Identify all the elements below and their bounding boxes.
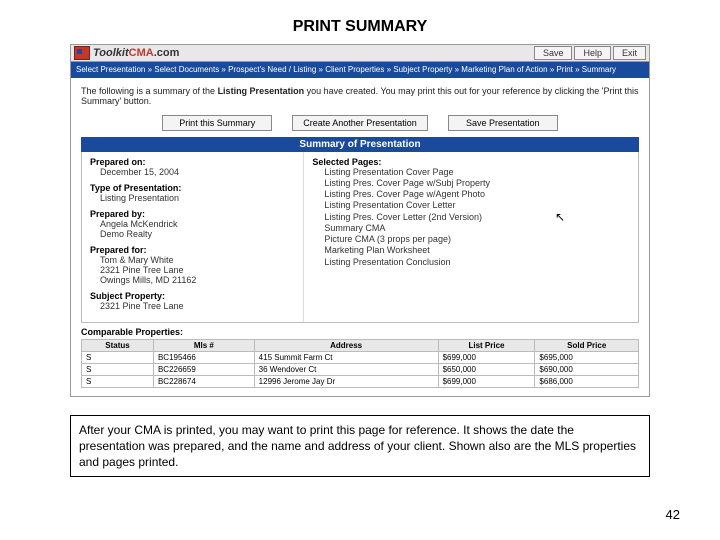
cell-list: $699,000	[438, 375, 535, 387]
table-row: SBC22867412996 Jerome Jay Dr$699,000$686…	[82, 375, 639, 387]
cell-addr: 12996 Jerome Jay Dr	[254, 375, 438, 387]
action-buttons: Print this Summary Create Another Presen…	[71, 112, 649, 137]
cell-sold: $686,000	[535, 375, 639, 387]
intro-text: The following is a summary of the Listin…	[71, 78, 649, 112]
logo-icon	[74, 46, 90, 60]
page-item: Summary CMA	[324, 223, 630, 234]
create-another-button[interactable]: Create Another Presentation	[292, 115, 428, 131]
table-header-row: Status Mls # Address List Price Sold Pri…	[82, 339, 639, 351]
cell-list: $650,000	[438, 363, 535, 375]
comparables-table: Status Mls # Address List Price Sold Pri…	[81, 339, 639, 388]
print-summary-button[interactable]: Print this Summary	[162, 115, 272, 131]
page-item: Listing Pres. Cover Page w/Agent Photo	[324, 189, 630, 200]
header-buttons: Save Help Exit	[534, 46, 646, 60]
page-item: Listing Presentation Cover Letter	[324, 200, 630, 211]
cell-mls: BC195466	[153, 351, 254, 363]
summary-right-col: Selected Pages: Listing Presentation Cov…	[304, 152, 638, 322]
save-button[interactable]: Save	[534, 46, 573, 60]
page-item: Picture CMA (3 props per page)	[324, 234, 630, 245]
selected-pages-list: Listing Presentation Cover Page Listing …	[312, 167, 630, 268]
selected-pages-label: Selected Pages:	[312, 157, 630, 167]
cell-mls: BC226659	[153, 363, 254, 375]
subject-property-label: Subject Property:	[90, 291, 295, 301]
prepared-on-value: December 15, 2004	[90, 167, 295, 177]
cell-status: S	[82, 375, 154, 387]
prepared-for-label: Prepared for:	[90, 245, 295, 255]
summary-body: Prepared on: December 15, 2004 Type of P…	[81, 152, 639, 323]
presentation-type-label: Type of Presentation:	[90, 183, 295, 193]
prepared-by-value-2: Demo Realty	[90, 229, 295, 239]
caption: After your CMA is printed, you may want …	[70, 415, 650, 478]
page-number: 42	[666, 507, 680, 522]
app-header: ToolkitCMA.com Save Help Exit	[71, 45, 649, 62]
prepared-by-label: Prepared by:	[90, 209, 295, 219]
prepared-by-value-1: Angela McKendrick	[90, 219, 295, 229]
comparables-section: Comparable Properties: Status Mls # Addr…	[81, 327, 639, 388]
cell-sold: $690,000	[535, 363, 639, 375]
breadcrumb: Select Presentation » Select Documents »…	[71, 62, 649, 78]
logo: ToolkitCMA.com	[74, 46, 179, 60]
logo-text: ToolkitCMA.com	[93, 47, 179, 59]
col-address: Address	[254, 339, 438, 351]
page-item: Listing Presentation Conclusion	[324, 257, 630, 268]
table-row: SBC22665936 Wendover Ct$650,000$690,000	[82, 363, 639, 375]
cell-status: S	[82, 363, 154, 375]
page-title: PRINT SUMMARY	[0, 0, 720, 44]
prepared-for-value-2: 2321 Pine Tree Lane	[90, 265, 295, 275]
prepared-for-value-3: Owings Mills, MD 21162	[90, 275, 295, 285]
col-status: Status	[82, 339, 154, 351]
comparables-label: Comparable Properties:	[81, 327, 639, 337]
exit-button[interactable]: Exit	[613, 46, 646, 60]
cell-list: $699,000	[438, 351, 535, 363]
page-item: Marketing Plan Worksheet	[324, 245, 630, 256]
prepared-on-label: Prepared on:	[90, 157, 295, 167]
presentation-type-value: Listing Presentation	[90, 193, 295, 203]
save-presentation-button[interactable]: Save Presentation	[448, 115, 558, 131]
app-window: ToolkitCMA.com Save Help Exit Select Pre…	[70, 44, 650, 397]
page-item: Listing Pres. Cover Page w/Subj Property	[324, 178, 630, 189]
col-mls: Mls #	[153, 339, 254, 351]
cell-addr: 36 Wendover Ct	[254, 363, 438, 375]
page-item: Listing Presentation Cover Page	[324, 167, 630, 178]
subject-property-value: 2321 Pine Tree Lane	[90, 301, 295, 311]
col-list-price: List Price	[438, 339, 535, 351]
cell-addr: 415 Summit Farm Ct	[254, 351, 438, 363]
cell-status: S	[82, 351, 154, 363]
cell-mls: BC228674	[153, 375, 254, 387]
cell-sold: $695,000	[535, 351, 639, 363]
prepared-for-value-1: Tom & Mary White	[90, 255, 295, 265]
col-sold-price: Sold Price	[535, 339, 639, 351]
summary-left-col: Prepared on: December 15, 2004 Type of P…	[82, 152, 304, 322]
table-row: SBC195466415 Summit Farm Ct$699,000$695,…	[82, 351, 639, 363]
summary-bar: Summary of Presentation	[81, 137, 639, 152]
page-item: Listing Pres. Cover Letter (2nd Version)	[324, 212, 630, 223]
help-button[interactable]: Help	[574, 46, 611, 60]
